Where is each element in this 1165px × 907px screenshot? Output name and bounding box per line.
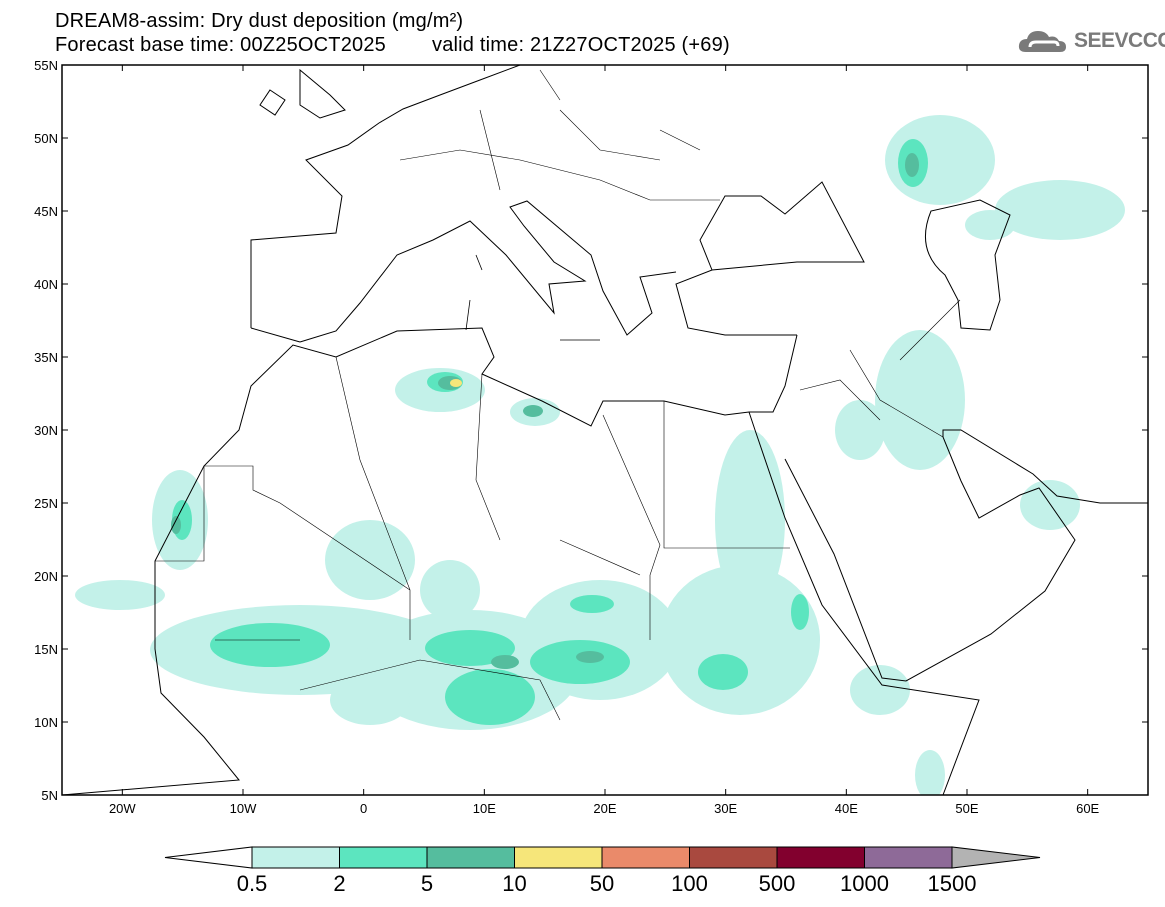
x-tick-label: 10E [473,801,496,816]
colorbar-label: 2 [333,871,345,896]
x-tick-label: 40E [835,801,858,816]
map-subtitle: Forecast base time: 00Z25OCT2025 valid ti… [55,34,730,57]
y-tick-label: 55N [34,58,58,73]
axes: 20W 10W 0 10E 20E 30E 40E 50E 60E 5N 10N 15N 20N 25N 3… [34,58,1148,816]
colorbar: 0.5 2 5 10 50 100 500 1000 1500 [164,846,1041,896]
colorbar-label: 10 [502,871,526,896]
colorbar-box [339,846,428,869]
y-tick-label: 10N [34,715,58,730]
x-tick-label: 20W [109,801,136,816]
seevccc-logo: SEEVCCC [1018,28,1165,54]
y-tick-label: 50N [34,131,58,146]
map-title: DREAM8-assim: Dry dust deposition (mg/m²… [55,10,464,32]
base-time: Forecast base time: 00Z25OCT2025 [55,34,386,56]
colorbar-label: 0.5 [237,871,268,896]
y-tick-label: 45N [34,204,58,219]
x-tick-label: 50E [955,801,978,816]
colorbar-box [426,846,515,869]
colorbar-box [864,846,953,869]
cloud-icon [1018,31,1066,52]
colorbar-box [601,846,690,869]
x-tick-label: 30E [714,801,737,816]
colorbar-label: 50 [590,871,614,896]
y-tick-label: 35N [34,350,58,365]
x-tick-label: 60E [1076,801,1099,816]
coastlines [62,65,1148,795]
colorbar-under-triangle [164,846,253,869]
y-tick-label: 30N [34,423,58,438]
dust-level-10 [450,379,462,387]
colorbar-box [514,846,603,869]
dust-field [75,115,1125,795]
valid-time: valid time: 21Z27OCT2025 (+69) [432,34,730,56]
x-tick-label: 0 [360,801,367,816]
colorbar-box [776,846,865,869]
dust-level-0.5 [75,115,1125,795]
colorbar-label: 500 [759,871,796,896]
colorbar-label: 1000 [840,871,889,896]
colorbar-box [689,846,778,869]
dust-level-2 [172,139,928,725]
y-tick-label: 5N [41,788,58,803]
colorbar-label: 1500 [928,871,977,896]
x-tick-label: 10W [230,801,257,816]
colorbar-over-triangle [951,846,1041,869]
y-tick-label: 20N [34,569,58,584]
borders [155,109,961,721]
colorbar-label: 5 [421,871,433,896]
y-tick-label: 40N [34,277,58,292]
logo-text: SEEVCCC [1074,29,1165,52]
y-tick-label: 25N [34,496,58,511]
colorbar-box [251,846,340,869]
y-tick-label: 15N [34,642,58,657]
colorbar-label: 100 [671,871,708,896]
x-tick-label: 20E [593,801,616,816]
